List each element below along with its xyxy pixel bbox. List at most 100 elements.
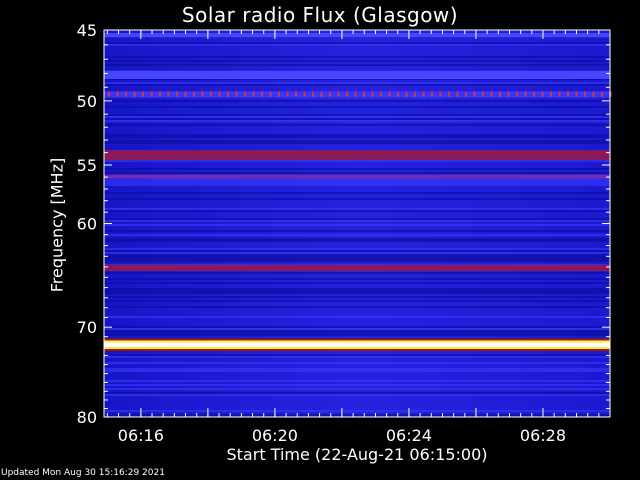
x-tick-label: 06:28 [520,426,566,445]
heatmap-texture-row [104,334,610,336]
x-tick-label: 06:24 [386,426,432,445]
heatmap-texture-row [104,106,610,108]
y-tick-label: 80 [77,408,97,427]
heatmap-texture-row [104,278,610,280]
band-2-dot [244,91,246,97]
heatmap-texture-row [104,184,610,186]
band-2-dot [507,91,510,97]
band-2-dot [218,91,221,97]
band-2-dot [337,91,340,97]
band-2-dot [303,91,306,97]
band-2-dot [295,91,297,97]
band-2-dot [448,91,450,97]
heatmap-texture-row [104,392,610,394]
heatmap-texture-row [104,180,610,182]
band-2-dot [252,91,255,97]
heatmap-texture-row [104,288,610,290]
band-2-dot [159,91,161,97]
heatmap-texture-row [104,120,610,122]
chart-title: Solar radio Flux (Glasgow) [181,3,459,27]
heatmap-texture-row [104,198,610,200]
band-2-dot [592,91,595,97]
band-2-dot [601,91,603,97]
heatmap-texture-row [104,134,610,136]
band-2-dot [371,91,374,97]
band-2-dot [261,91,263,97]
band-2-dot [550,91,552,97]
band-2-dot [193,91,195,97]
heatmap-texture-row [104,160,610,162]
heatmap-texture-row [104,238,610,240]
band-2-dot [533,91,535,97]
heatmap-texture-row [104,414,610,416]
band-2-dot [125,91,127,97]
heatmap-texture-row [104,370,610,372]
band-5 [104,264,610,272]
heatmap-texture-row [104,64,610,66]
band-2-dot [235,91,238,97]
heatmap-texture-row [104,218,610,220]
band-6-peak [104,342,610,347]
heatmap-texture-row [104,330,610,332]
band-2-dot [133,91,136,97]
band-2-dot [329,91,331,97]
heatmap-texture-row [104,328,610,330]
heatmap-texture-row [104,256,610,258]
heatmap-texture-row [104,356,610,358]
heatmap-texture-row [104,296,610,298]
band-2-dot [465,91,467,97]
band-2-dot [227,91,229,97]
band-2-dot [108,91,110,97]
heatmap-texture-row [104,142,610,144]
band-2-dot [176,91,178,97]
band-2-dot [414,91,416,97]
band-2-dot [575,91,578,97]
heatmap-texture-row [104,220,610,222]
heatmap-texture-row [104,300,610,302]
band-2-dot [567,91,569,97]
y-tick-label: 70 [77,318,97,337]
heatmap-texture-row [104,44,610,46]
heatmap-texture-row [104,306,610,308]
band-2-dot [558,91,561,97]
band-2 [104,91,610,97]
band-2-dot [150,91,153,97]
heatmap-texture-row [104,192,610,194]
heatmap-texture-row [104,354,610,356]
x-tick-label: 06:16 [118,426,164,445]
band-2-dot [482,91,484,97]
band-2-dot [354,91,357,97]
heatmap-texture-row [104,332,610,334]
heatmap-texture-row [104,78,610,80]
band-2-dot [524,91,527,97]
heatmap-texture-row [104,388,610,390]
band-2-dot [431,91,433,97]
band-2-dot [363,91,365,97]
y-tick-label: 55 [77,156,97,175]
heatmap-texture-row [104,140,610,142]
heatmap-texture-row [104,260,610,262]
band-2-dot [516,91,518,97]
band-1 [104,70,610,79]
band-2-dot [422,91,425,97]
heatmap-texture-row [104,210,610,212]
heatmap-texture-row [104,290,610,292]
heatmap-texture-row [104,84,610,86]
band-2-dot [286,91,289,97]
band-2-dot [142,91,144,97]
band-2-dot [439,91,442,97]
heatmap-texture-row [104,368,610,370]
heatmap-texture-row [104,116,610,118]
band-3 [104,150,610,161]
band-2-dot [201,91,204,97]
heatmap-texture-row [104,248,610,250]
heatmap-texture-row [104,240,610,242]
x-axis-label: Start Time (22-Aug-21 06:15:00) [226,445,488,464]
heatmap-texture-row [104,316,610,318]
heatmap-texture-row [104,182,610,184]
heatmap-texture-row [104,410,610,412]
band-2-dot [397,91,399,97]
y-tick-label: 60 [77,215,97,234]
band-2-dot [405,91,408,97]
